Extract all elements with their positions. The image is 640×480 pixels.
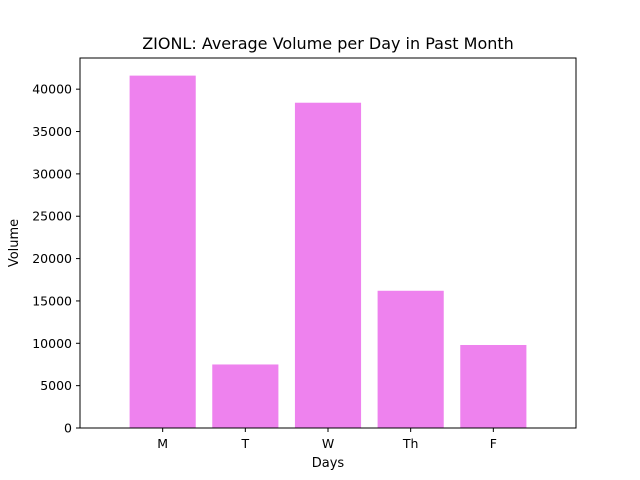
- y-tick-label: 35000: [32, 124, 72, 139]
- x-tick-label: Th: [402, 436, 419, 451]
- x-axis: M T W Th F: [157, 428, 497, 451]
- y-tick-label: 30000: [32, 166, 72, 181]
- bars-group: [129, 75, 527, 428]
- plot-frame: [79, 57, 577, 429]
- y-tick-label: 5000: [40, 378, 72, 393]
- y-tick-label: 25000: [32, 209, 72, 224]
- y-tick-label: 10000: [32, 336, 72, 351]
- y-tick-label: 40000: [32, 82, 72, 97]
- y-axis-label: Volume: [7, 219, 22, 267]
- bar-t: [212, 364, 279, 428]
- bar-th: [377, 290, 444, 428]
- bar-f: [460, 344, 527, 428]
- x-tick-label: T: [241, 436, 250, 451]
- y-axis: 0 5000 10000 15000 20000 25000 30000 35000 40000: [32, 82, 80, 436]
- y-tick-label: 20000: [32, 251, 72, 266]
- x-tick-label: W: [322, 436, 334, 451]
- bar-m: [129, 75, 196, 428]
- x-tick-label: F: [490, 436, 497, 451]
- bar-w: [294, 102, 362, 428]
- y-tick-label: 15000: [32, 293, 72, 308]
- y-tick-label: 0: [64, 421, 72, 436]
- chart-title: ZIONL: Average Volume per Day in Past Mo…: [142, 34, 514, 53]
- x-tick-label: M: [157, 436, 168, 451]
- x-axis-label: Days: [312, 456, 345, 471]
